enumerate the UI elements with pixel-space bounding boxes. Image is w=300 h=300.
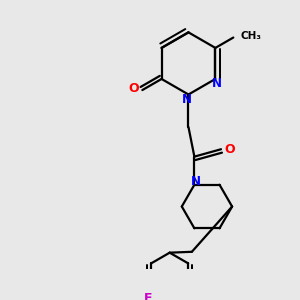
Text: CH₃: CH₃ xyxy=(241,31,262,41)
Text: O: O xyxy=(128,82,139,95)
Text: O: O xyxy=(224,143,235,156)
Text: N: N xyxy=(182,93,192,106)
Text: N: N xyxy=(191,175,201,188)
Text: F: F xyxy=(144,292,152,300)
Text: N: N xyxy=(212,77,222,90)
